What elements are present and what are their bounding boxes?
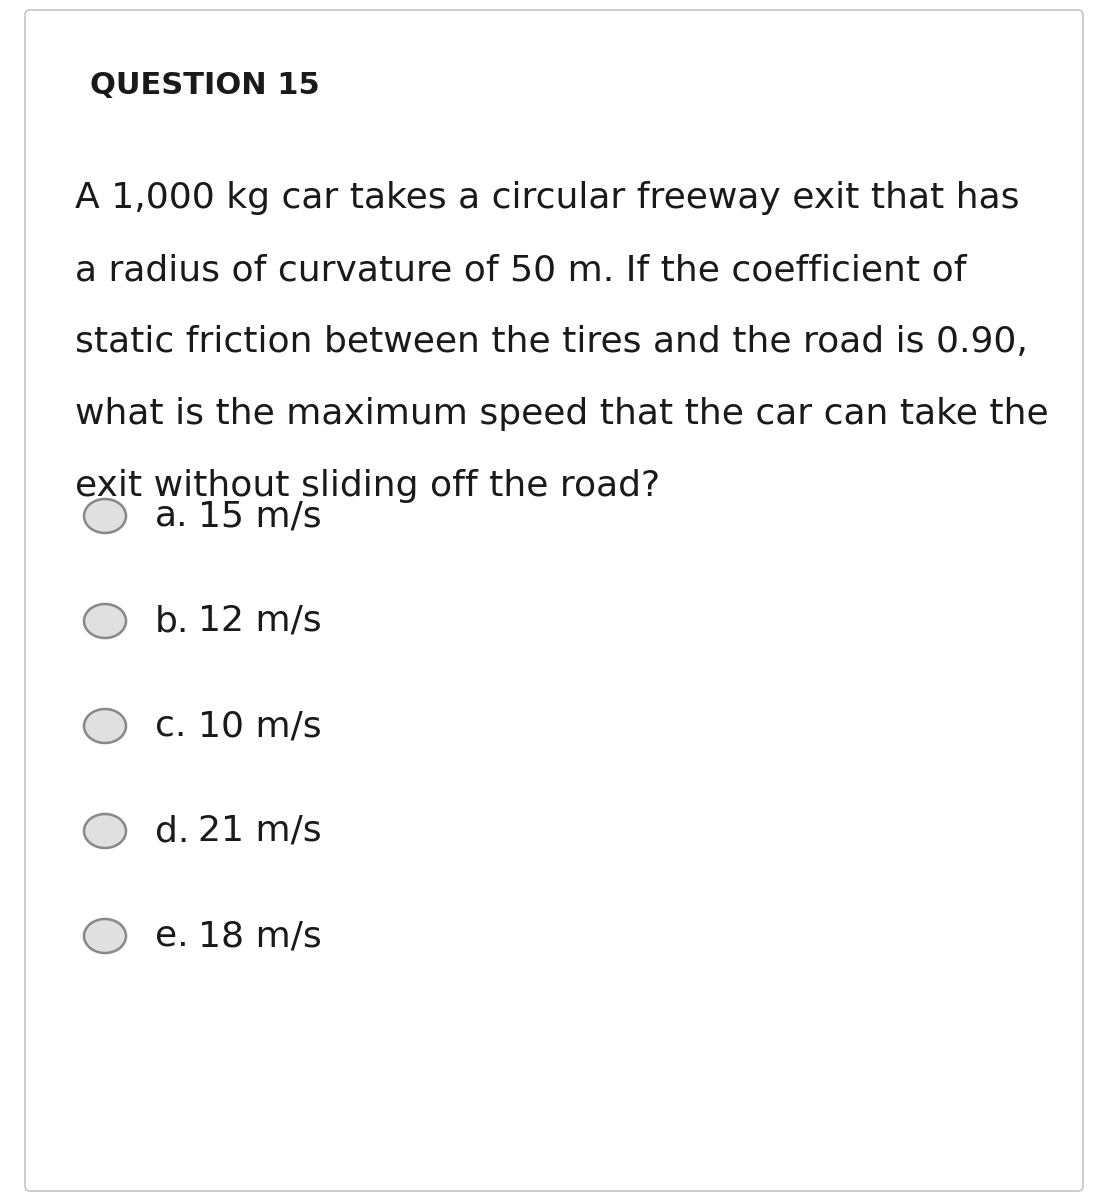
Text: A 1,000 kg car takes a circular freeway exit that has: A 1,000 kg car takes a circular freeway … bbox=[75, 181, 1019, 215]
Ellipse shape bbox=[84, 919, 126, 954]
Text: QUESTION 15: QUESTION 15 bbox=[90, 71, 320, 100]
Text: 10 m/s: 10 m/s bbox=[198, 709, 321, 743]
FancyBboxPatch shape bbox=[25, 10, 1083, 1191]
Text: 15 m/s: 15 m/s bbox=[198, 498, 321, 533]
Text: 21 m/s: 21 m/s bbox=[198, 814, 321, 848]
Text: c.: c. bbox=[155, 709, 186, 743]
Text: d.: d. bbox=[155, 814, 189, 848]
Text: exit without sliding off the road?: exit without sliding off the road? bbox=[75, 470, 660, 503]
Text: static friction between the tires and the road is 0.90,: static friction between the tires and th… bbox=[75, 325, 1028, 359]
Ellipse shape bbox=[84, 814, 126, 848]
Ellipse shape bbox=[84, 498, 126, 533]
Text: a.: a. bbox=[155, 498, 188, 533]
Text: what is the maximum speed that the car can take the: what is the maximum speed that the car c… bbox=[75, 398, 1048, 431]
Ellipse shape bbox=[84, 709, 126, 743]
Text: 12 m/s: 12 m/s bbox=[198, 604, 321, 638]
Ellipse shape bbox=[84, 604, 126, 638]
Text: a radius of curvature of 50 m. If the coefficient of: a radius of curvature of 50 m. If the co… bbox=[75, 253, 966, 287]
Text: 18 m/s: 18 m/s bbox=[198, 919, 321, 954]
Text: b.: b. bbox=[155, 604, 189, 638]
Text: e.: e. bbox=[155, 919, 188, 954]
